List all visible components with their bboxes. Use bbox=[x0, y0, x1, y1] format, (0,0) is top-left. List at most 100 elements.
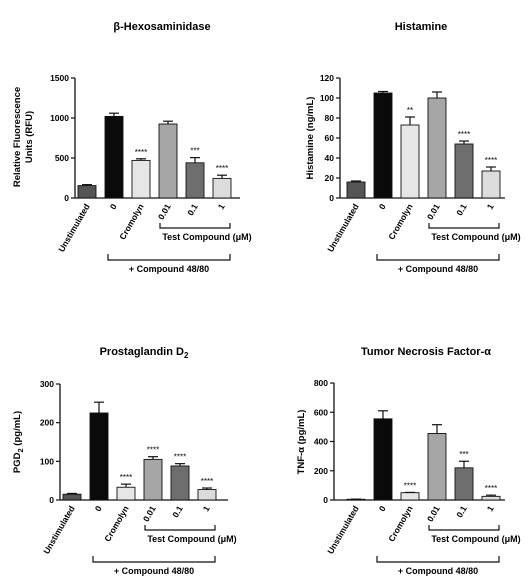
significance-label: **** bbox=[485, 484, 497, 493]
significance-label: ** bbox=[407, 106, 413, 115]
y-axis-label: Relative FluorescenceUnits (RFU) bbox=[12, 87, 35, 187]
x-category-label: 0.01 bbox=[141, 504, 158, 524]
x-category-label: 0 bbox=[377, 504, 388, 513]
x-category-label: 1 bbox=[216, 202, 227, 211]
chart-panel-2: Histamine Histamine (ng/mL) 0 20 40 60 80 100 12… bbox=[305, 21, 521, 274]
bar-001 bbox=[158, 123, 178, 199]
bar-01 bbox=[454, 143, 474, 199]
bracket-test-compound-label: Test Compound (μM) bbox=[431, 232, 520, 242]
bracket-compound-48-80 bbox=[107, 254, 231, 261]
bar-1 bbox=[197, 489, 217, 501]
x-category-label: 0.1 bbox=[170, 504, 185, 519]
chart-title-main: β-Hexosaminidase bbox=[113, 21, 210, 33]
chart-title: Tumor Necrosis Factor-α bbox=[361, 346, 491, 358]
y-axis-label-part: PGD bbox=[12, 452, 23, 473]
bar-01 bbox=[185, 162, 205, 199]
significance-label: **** bbox=[404, 481, 416, 490]
y-tick-label: 0 bbox=[64, 193, 69, 203]
x-category-label: 0.01 bbox=[425, 504, 442, 524]
x-category-label: 0 bbox=[93, 504, 104, 513]
significance-label: **** bbox=[458, 130, 470, 139]
x-category-label: 0 bbox=[377, 202, 388, 211]
x-category-label: Cromolyn bbox=[102, 504, 130, 543]
y-tick-label: 40 bbox=[325, 153, 335, 163]
y-axis-label-line: Relative Fluorescence bbox=[12, 87, 23, 187]
significance-label: **** bbox=[120, 473, 132, 482]
bracket-test-compound bbox=[159, 223, 231, 229]
bar-cromolyn bbox=[131, 159, 151, 199]
x-category-label: 1 bbox=[201, 504, 212, 513]
y-tick-label: 300 bbox=[40, 379, 54, 389]
y-tick-label: 400 bbox=[314, 437, 328, 447]
bar-unstimulated bbox=[346, 181, 366, 199]
y-tick-label: 1500 bbox=[50, 73, 69, 83]
bar-0 bbox=[373, 92, 393, 199]
y-tick-label: 80 bbox=[325, 113, 335, 123]
chart-panel-1: β-Hexosaminidase Relative FluorescenceUni… bbox=[12, 21, 252, 274]
bracket-compound-48-80-label: + Compound 48/80 bbox=[129, 264, 209, 274]
bar-unstimulated bbox=[77, 185, 97, 199]
chart-title: β-Hexosaminidase bbox=[113, 21, 210, 33]
chart-title-main: Prostaglandin D bbox=[100, 346, 184, 358]
y-tick-label: 100 bbox=[320, 93, 334, 103]
bar-0 bbox=[373, 418, 393, 501]
significance-label: **** bbox=[147, 446, 159, 455]
bracket-test-compound-label: Test Compound (μM) bbox=[162, 232, 251, 242]
bar-cromolyn bbox=[400, 492, 420, 501]
bar-cromolyn bbox=[116, 486, 136, 501]
bar-cromolyn bbox=[400, 124, 420, 199]
chart-panel-4: Tumor Necrosis Factor-α TNF-α (pg/mL) 0 200… bbox=[296, 346, 521, 576]
bracket-compound-48-80 bbox=[92, 556, 216, 563]
bar-001 bbox=[427, 433, 447, 501]
bracket-compound-48-80 bbox=[376, 556, 500, 563]
y-tick-label: 500 bbox=[55, 153, 69, 163]
x-category-label: Unstimulated bbox=[325, 504, 361, 556]
x-category-label: Cromolyn bbox=[117, 202, 145, 241]
x-category-label: Cromolyn bbox=[386, 504, 414, 543]
y-axis-label: PGD2 (pg/mL) bbox=[12, 411, 25, 473]
bracket-test-compound-label: Test Compound (μM) bbox=[147, 534, 236, 544]
y-tick-label: 200 bbox=[314, 466, 328, 476]
x-category-label: 0.1 bbox=[185, 202, 200, 217]
chart-title-subscript: 2 bbox=[184, 351, 189, 360]
significance-label: **** bbox=[216, 164, 228, 173]
chart-title-main: Tumor Necrosis Factor-α bbox=[361, 346, 491, 358]
y-axis-label: Histamine (ng/mL) bbox=[305, 97, 316, 180]
x-category-label: 0.1 bbox=[454, 202, 469, 217]
x-category-label: Unstimulated bbox=[325, 202, 361, 254]
significance-label: **** bbox=[201, 477, 213, 486]
y-tick-label: 60 bbox=[325, 133, 335, 143]
significance-label: **** bbox=[135, 148, 147, 157]
bar-1 bbox=[481, 170, 501, 199]
y-tick-label: 200 bbox=[40, 418, 54, 428]
y-tick-label: 100 bbox=[40, 456, 54, 466]
bar-1 bbox=[481, 495, 501, 501]
y-axis-label: TNF-α (pg/mL) bbox=[296, 410, 307, 475]
bar-01 bbox=[170, 465, 190, 501]
significance-label: **** bbox=[174, 453, 186, 462]
y-tick-label: 800 bbox=[314, 378, 328, 388]
x-category-label: 0.01 bbox=[425, 202, 442, 222]
significance-label: *** bbox=[190, 147, 199, 156]
x-category-label: 0.01 bbox=[156, 202, 173, 222]
bracket-test-compound bbox=[144, 525, 216, 531]
x-category-label: 1 bbox=[485, 202, 496, 211]
chart-title-main: Histamine bbox=[395, 21, 448, 33]
bar-0 bbox=[104, 115, 124, 199]
significance-label: **** bbox=[485, 156, 497, 165]
x-category-label: Cromolyn bbox=[386, 202, 414, 241]
bar-01 bbox=[454, 467, 474, 501]
x-category-label: Unstimulated bbox=[56, 202, 92, 254]
significance-label: *** bbox=[459, 450, 468, 459]
x-category-label: 1 bbox=[485, 504, 496, 513]
x-category-label: 0 bbox=[108, 202, 119, 211]
bar-unstimulated bbox=[62, 493, 82, 501]
y-tick-label: 1000 bbox=[50, 113, 69, 123]
y-tick-label: 120 bbox=[320, 73, 334, 83]
bar-001 bbox=[427, 97, 447, 199]
bar-001 bbox=[143, 458, 163, 501]
bracket-test-compound-label: Test Compound (μM) bbox=[431, 534, 520, 544]
y-tick-label: 20 bbox=[325, 173, 335, 183]
